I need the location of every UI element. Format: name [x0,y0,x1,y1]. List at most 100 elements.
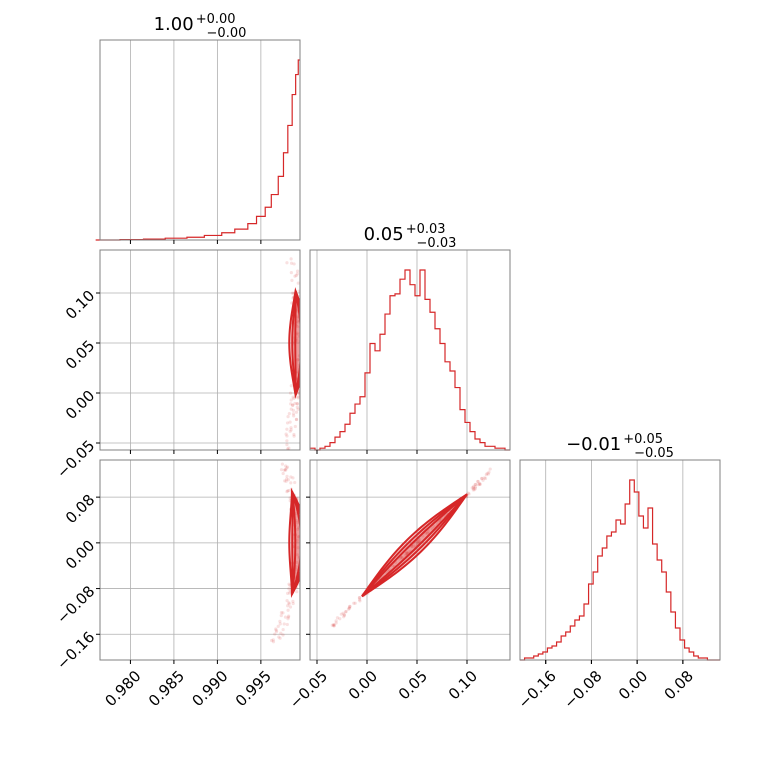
contour-3-ytick-label: −0.05 [53,437,98,482]
scatter-point [291,601,295,606]
scatter-point [353,601,357,605]
scatter-point [284,464,288,468]
contour-panel-1-2: −0.05 0.00 0.05 0.10 [286,459,511,712]
scatter-point [400,556,404,560]
scatter-point [289,402,293,406]
scatter-point [281,471,285,476]
scatter-point [471,487,476,491]
scatter-point [358,595,362,600]
scatter-point [287,602,291,606]
scatter-point [473,486,477,490]
scatter-point [295,560,299,564]
scatter-point [286,617,290,621]
scatter-point [297,391,300,395]
scatter-point [466,491,470,495]
scatter-point [281,633,285,637]
scatter-point [300,346,303,349]
scatter-point [282,622,286,626]
scatter-point [301,540,304,543]
scatter-point [285,421,290,425]
scatter-point [286,591,290,595]
scatter-point [271,640,276,644]
contour-5-xtick-label: −0.05 [286,667,331,712]
scatter-point [476,479,480,484]
scatter-point [285,465,290,469]
scatter-point [300,374,303,377]
scatter-point [295,402,300,406]
scatter-point [292,396,296,401]
scatter-point [297,534,300,539]
scatter-point [300,347,303,350]
panel-frame [99,249,301,451]
scatter-point [291,408,296,412]
hist-step-line [310,269,510,451]
scatter-point [288,420,292,424]
scatter-point [476,483,480,487]
scatter-point [295,401,299,406]
scatter-point [295,272,299,276]
scatter-point [481,478,485,482]
scatter-point [398,557,402,561]
scatter-point [348,606,352,610]
scatter-point [289,398,293,402]
scatter-point [282,468,286,472]
title-param-1: 0.05 +0.03 −0.03 [364,222,457,251]
scatter-point [293,480,297,485]
scatter-point [284,432,288,436]
scatter-point [334,619,338,623]
scatter-point [285,427,289,431]
scatter-point [484,473,488,477]
scatter-point [289,481,293,485]
scatter-point [289,428,293,432]
scatter-point [276,624,280,628]
scatter-point [427,530,431,534]
scatter-point [342,615,346,619]
scatter-point [285,443,289,447]
scatter-point [301,349,304,352]
hist-2-xtick-label: −0.08 [560,667,605,712]
scatter-point [301,554,304,557]
scatter-point [432,524,436,529]
scatter-point [270,638,274,643]
scatter-point [288,591,292,595]
scatter-point [357,596,361,600]
scatter-point [297,390,300,395]
scatter-point [278,622,282,626]
scatter-point [480,476,484,480]
title-param-2: −0.01 +0.05 −0.05 [566,432,674,461]
level-2-contour-level [294,290,300,396]
scatter-point [425,531,429,535]
scatter-point [346,607,351,611]
title-param-0: 1.00 +0.00 −0.00 [154,12,247,41]
scatter-point [289,257,293,261]
scatter-point [274,628,278,632]
scatter-point [347,606,351,610]
scatter-point [289,426,293,430]
scatter-point [331,623,336,627]
scatter-point [284,477,289,481]
scatter-point [301,324,304,327]
contour-4-xtick-label: 0.990 [188,667,231,710]
scatter-point [400,556,404,560]
scatter-point [297,391,300,396]
scatter-point [332,624,336,628]
scatter-point [300,336,303,339]
scatter-point [338,617,342,621]
scatter-point [296,363,300,368]
hist-panel-param-1 [309,249,511,454]
scatter-point [279,468,284,472]
scatter-point [285,474,289,478]
scatter-point [342,613,346,617]
panel-frame [309,249,511,451]
scatter-point [294,273,298,278]
scatter-point [486,472,491,476]
contour-band [288,287,300,399]
scatter-point [291,403,295,407]
hist-grid [316,250,468,450]
scatter-point [295,538,299,542]
scatter-point [332,623,336,628]
panel-frame [519,459,721,661]
scatter-point [286,489,290,493]
contour-5-xtick-label: 0.00 [345,667,381,703]
